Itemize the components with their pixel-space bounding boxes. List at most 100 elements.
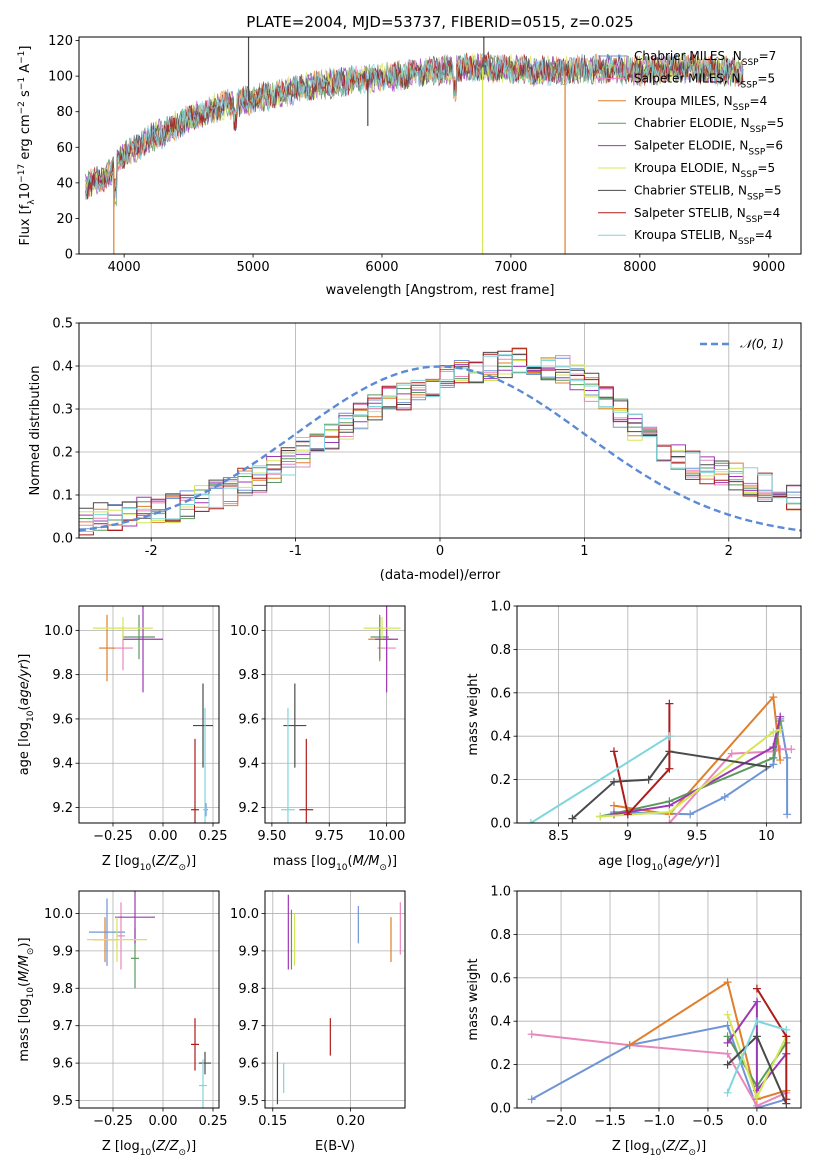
y-tick-label: 9.2 — [238, 801, 259, 816]
x-axis-label: age [log10(age/yr)] — [598, 854, 720, 873]
y-tick-label: 20 — [56, 212, 73, 227]
weight-point-marker — [665, 699, 674, 708]
y-tick-label: 0.6 — [490, 971, 511, 986]
weight-point-marker — [762, 762, 771, 771]
y-tick-label: 9.5 — [52, 1094, 73, 1109]
x-tick-label: −1.0 — [643, 1114, 675, 1129]
weight-point-marker — [665, 808, 674, 817]
errorbars — [281, 606, 401, 823]
y-tick-label: 9.7 — [238, 1019, 259, 1034]
legend-entry: Kroupa MILES, NSSP=4 — [634, 94, 767, 113]
weight-point-marker — [527, 1095, 536, 1104]
y-tick-label: 10.0 — [44, 624, 73, 639]
y-tick-label: 1.0 — [490, 600, 511, 615]
weight-point-marker — [609, 801, 618, 810]
x-tick-label: 8000 — [623, 260, 656, 275]
errorbars — [276, 894, 401, 1105]
y-axis-label: Flux [fλ10−17 erg cm−2 s−1 A−1] — [17, 46, 37, 246]
spectrum-lines — [85, 37, 744, 254]
weight-point-marker — [625, 1041, 634, 1050]
weight-point-marker — [609, 777, 618, 786]
axes-frame — [78, 605, 220, 824]
y-tick-label: 0.0 — [490, 817, 511, 832]
y-tick-label: 9.7 — [52, 1019, 73, 1034]
histogram-line — [79, 355, 801, 530]
y-tick-label: 0.4 — [490, 1015, 511, 1030]
legend-entry: Salpeter MILES, NSSP=5 — [634, 71, 775, 90]
x-tick-label: −1.5 — [594, 1114, 626, 1129]
weight-point-marker — [752, 1017, 761, 1026]
y-tick-label: 0.4 — [490, 730, 511, 745]
weight-point-marker — [623, 810, 632, 819]
x-axis-label: Z [log10(Z/Z⊙)] — [102, 1139, 196, 1158]
x-tick-label: 0.20 — [336, 1114, 365, 1129]
histogram-line — [79, 366, 801, 531]
weight-vs-Z-panel: −2.0 −1.5 −1.0 −0.5 0.0 0.0 0.2 0.4 0.6 0.8 1.0 Z [… — [466, 885, 802, 1158]
legend-entry: Kroupa ELODIE, NSSP=5 — [634, 161, 775, 180]
x-axis-label: (data-model)/error — [380, 568, 501, 583]
y-tick-label: 10.0 — [44, 907, 73, 922]
x-tick-label: -2 — [145, 544, 158, 559]
y-tick-label: 9.8 — [52, 982, 73, 997]
y-tick-label: 0.1 — [52, 489, 73, 504]
y-tick-label: 9.4 — [52, 757, 73, 772]
axes-frame — [78, 322, 802, 539]
weight-point-marker — [727, 749, 736, 758]
y-tick-label: 9.8 — [52, 668, 73, 683]
weight-point-marker — [782, 1025, 791, 1034]
normal-curve — [79, 365, 801, 532]
axes-frame — [78, 36, 802, 255]
y-tick-label: 9.9 — [238, 944, 259, 959]
x-tick-label: 0 — [436, 544, 444, 559]
x-tick-label: 7000 — [494, 260, 527, 275]
weight-point-marker — [783, 753, 792, 762]
y-tick-label: 0.0 — [490, 1102, 511, 1117]
x-tick-label: 0.25 — [199, 1114, 228, 1129]
legend: 𝒩(0, 1) — [700, 337, 784, 351]
x-tick-label: 10.00 — [368, 829, 405, 844]
y-tick-label: 9.6 — [238, 712, 259, 727]
histogram-line — [79, 358, 801, 524]
weight-point-marker — [665, 764, 674, 773]
axes-frame — [516, 605, 802, 824]
histogram-line — [79, 354, 801, 532]
y-tick-label: 0.8 — [490, 643, 511, 658]
weight-point-marker — [769, 753, 778, 762]
y-tick-label: 10.0 — [230, 907, 259, 922]
panels: 4000 5000 6000 7000 8000 9000020406080100120w… — [17, 34, 802, 1158]
x-tick-label: −0.25 — [93, 1114, 133, 1129]
weight-point-marker — [686, 810, 695, 819]
weight-point-marker — [665, 732, 674, 741]
spectrum-line — [85, 52, 744, 200]
weight-point-marker — [776, 756, 785, 765]
weight-point-marker — [723, 1010, 732, 1019]
mass-vs-Z-panel: −0.25 0.00 0.25 9.5 9.6 9.7 9.8 9.9 10.0 Z [log10… — [17, 890, 228, 1158]
legend-entry: Chabrier MILES, NSSP=7 — [634, 49, 776, 68]
x-tick-label: 9.50 — [257, 829, 286, 844]
y-tick-label: 0.2 — [490, 773, 511, 788]
spectrum-line — [85, 53, 744, 201]
mass-vs-EBV-panel: 0.15 0.20 9.5 9.6 9.7 9.8 9.9 10.0 E(B-V) — [230, 890, 406, 1154]
weight-point-marker — [752, 1093, 761, 1102]
x-tick-label: 4000 — [108, 260, 141, 275]
legend-entry: Salpeter STELIB, NSSP=4 — [634, 206, 780, 225]
weight-series-line — [599, 720, 782, 818]
x-axis-label: Z [log10(Z/Z⊙)] — [102, 854, 196, 873]
y-tick-label: 9.6 — [52, 1057, 73, 1072]
y-axis-label: Normed distribution — [28, 366, 43, 496]
weight-point-marker — [723, 1088, 732, 1097]
x-tick-label: 9.75 — [315, 829, 344, 844]
y-tick-label: 0.3 — [52, 403, 73, 418]
x-axis-label: mass [log10(M/M⊙)] — [273, 854, 397, 873]
x-axis-label: wavelength [Angstrom, rest frame] — [326, 283, 555, 298]
y-tick-label: 0 — [65, 248, 73, 263]
x-tick-label: 0.00 — [149, 829, 178, 844]
y-tick-label: 0.0 — [52, 532, 73, 547]
weight-point-marker — [752, 997, 761, 1006]
weight-point-marker — [568, 814, 577, 823]
x-tick-label: 9 — [624, 829, 632, 844]
y-tick-label: 40 — [56, 176, 73, 191]
y-tick-label: 9.8 — [238, 668, 259, 683]
y-tick-label: 9.4 — [238, 757, 259, 772]
y-tick-label: 80 — [56, 105, 73, 120]
